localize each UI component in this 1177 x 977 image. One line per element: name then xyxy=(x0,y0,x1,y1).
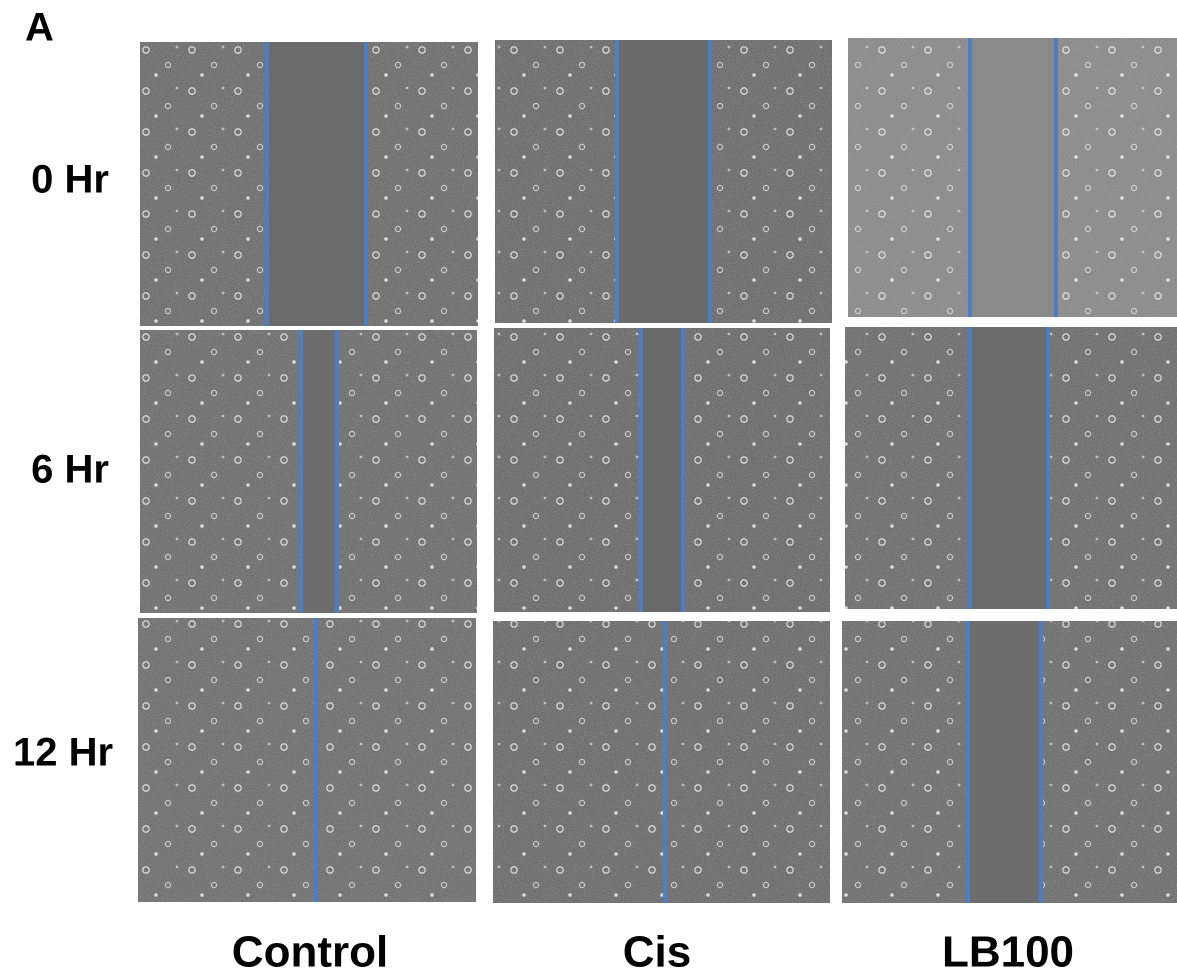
micrograph xyxy=(495,40,832,323)
micrograph xyxy=(494,328,830,612)
micrograph xyxy=(140,330,477,613)
wound-gap xyxy=(968,621,1041,903)
micrograph xyxy=(848,38,1177,317)
row-label: 0 Hr xyxy=(31,158,109,202)
wound-gap xyxy=(970,38,1056,317)
image-cells xyxy=(493,621,830,903)
micrograph xyxy=(842,621,1177,903)
panel-label: A xyxy=(25,6,54,50)
wound-gap xyxy=(641,328,683,612)
column-label: Cis xyxy=(623,928,691,977)
row-label: 6 Hr xyxy=(31,448,109,492)
wound-gap xyxy=(267,42,366,326)
micrograph xyxy=(138,618,476,902)
image-cells xyxy=(138,618,476,902)
micrograph xyxy=(493,621,830,903)
row-label: 12 Hr xyxy=(13,731,113,775)
wound-gap xyxy=(301,330,337,613)
wound-gap xyxy=(617,40,710,323)
micrographs xyxy=(138,38,1177,903)
micrograph xyxy=(140,42,478,326)
wound-gap xyxy=(970,327,1048,609)
micrograph xyxy=(845,327,1177,609)
column-label: Control xyxy=(232,928,388,977)
column-label: LB100 xyxy=(942,928,1074,977)
